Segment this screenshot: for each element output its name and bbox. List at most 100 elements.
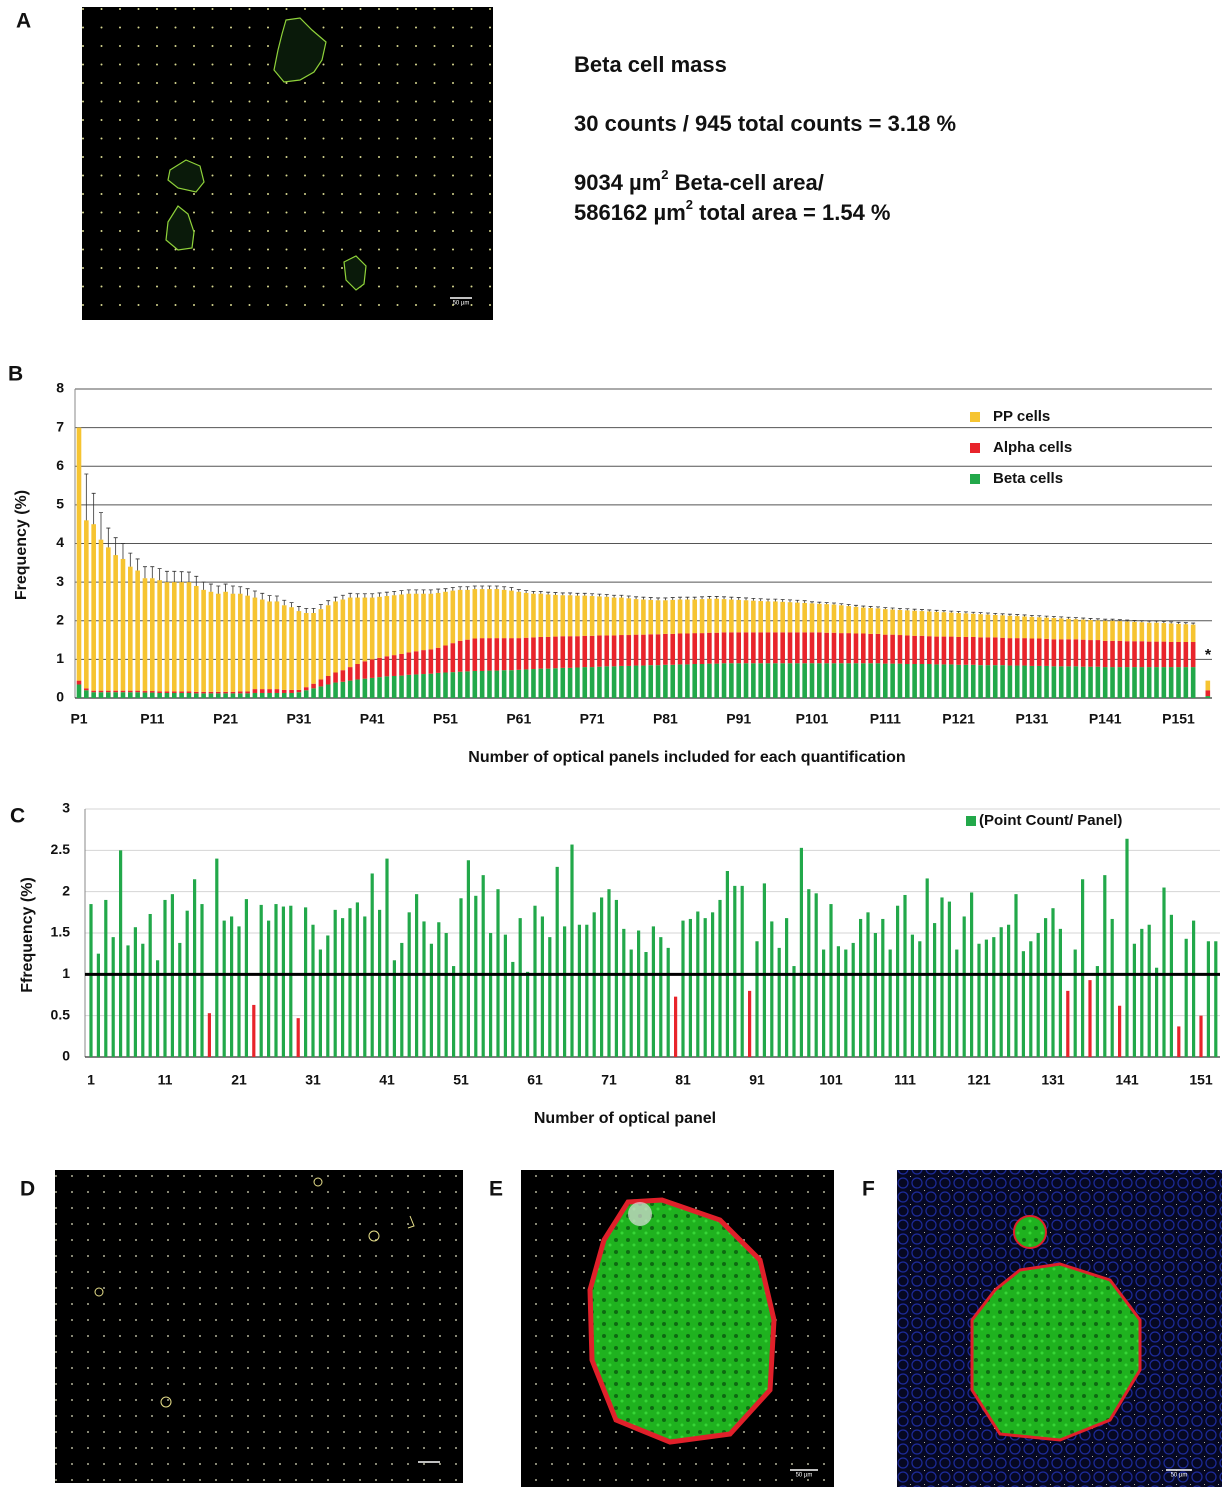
error-bar bbox=[875, 606, 880, 609]
bar bbox=[391, 675, 397, 698]
bar bbox=[956, 664, 961, 698]
error-bar bbox=[568, 592, 573, 596]
bar bbox=[758, 663, 763, 698]
bar bbox=[1177, 1026, 1181, 1057]
bar bbox=[736, 663, 741, 698]
bar bbox=[465, 639, 470, 672]
bar bbox=[538, 593, 544, 637]
bar bbox=[659, 937, 663, 1057]
x-tick-label: P91 bbox=[726, 711, 751, 727]
error-bar bbox=[164, 570, 169, 583]
error-bar bbox=[208, 583, 213, 592]
bar bbox=[428, 673, 434, 698]
bar bbox=[822, 949, 826, 1057]
error-bar bbox=[1081, 617, 1086, 620]
error-bar bbox=[1037, 615, 1042, 618]
bar bbox=[817, 603, 822, 633]
bar bbox=[978, 614, 983, 638]
bar bbox=[785, 918, 789, 1057]
error-bar bbox=[392, 590, 397, 596]
bar bbox=[245, 595, 250, 692]
bar bbox=[311, 613, 316, 684]
bar bbox=[128, 566, 133, 691]
bar bbox=[526, 971, 530, 1057]
y-tick-label: 3 bbox=[56, 573, 64, 589]
bar bbox=[281, 906, 285, 1057]
legend-swatch bbox=[970, 412, 980, 422]
bar bbox=[200, 904, 204, 1057]
bar bbox=[633, 634, 639, 666]
bar bbox=[1058, 928, 1062, 1057]
bar bbox=[1147, 924, 1151, 1057]
error-bar bbox=[853, 604, 858, 607]
bar bbox=[743, 632, 749, 664]
bar bbox=[1007, 665, 1013, 698]
error-bar bbox=[890, 607, 895, 610]
annotation: * bbox=[1205, 647, 1212, 664]
bar bbox=[651, 926, 655, 1057]
bar bbox=[1073, 949, 1077, 1057]
bar bbox=[1168, 641, 1174, 668]
bar bbox=[333, 601, 338, 673]
bar bbox=[633, 665, 639, 698]
bar bbox=[518, 918, 522, 1057]
x-tick-label: P151 bbox=[1162, 711, 1195, 727]
bar bbox=[1044, 617, 1049, 639]
bar bbox=[773, 632, 778, 664]
bar bbox=[941, 636, 947, 665]
bar bbox=[883, 609, 888, 635]
bar bbox=[230, 693, 236, 698]
bar bbox=[875, 633, 881, 664]
scale-bar-label: 50 µm bbox=[796, 1473, 813, 1479]
bar bbox=[1110, 620, 1115, 641]
bar bbox=[948, 664, 954, 698]
panel-label: A bbox=[16, 10, 31, 33]
error-bar bbox=[678, 596, 683, 600]
scale-bar-label: 50 µm bbox=[453, 301, 470, 307]
bar bbox=[1007, 924, 1011, 1057]
bar bbox=[904, 664, 910, 698]
error-bar bbox=[421, 589, 426, 594]
bar bbox=[384, 596, 390, 657]
error-bar bbox=[1147, 620, 1152, 623]
bar bbox=[531, 637, 536, 670]
islet-outline bbox=[94, 1287, 104, 1297]
error-bar bbox=[128, 552, 133, 567]
bar bbox=[567, 636, 573, 668]
bar bbox=[296, 692, 302, 698]
bar bbox=[846, 633, 851, 664]
bar bbox=[452, 966, 456, 1057]
bar bbox=[699, 599, 705, 634]
bar bbox=[956, 636, 961, 665]
bar bbox=[1029, 665, 1035, 698]
bar bbox=[1184, 938, 1188, 1057]
bar bbox=[511, 961, 515, 1057]
bar bbox=[758, 601, 763, 633]
error-bar bbox=[362, 593, 367, 598]
bar bbox=[560, 667, 566, 698]
bar bbox=[1066, 639, 1071, 667]
error-bar bbox=[963, 611, 968, 614]
bar bbox=[1021, 951, 1025, 1057]
error-bar bbox=[172, 570, 177, 583]
bar bbox=[369, 659, 375, 678]
bar bbox=[325, 605, 331, 676]
bar bbox=[1066, 666, 1071, 698]
bar bbox=[113, 690, 118, 693]
bar bbox=[824, 663, 829, 698]
bar bbox=[126, 945, 130, 1057]
bar bbox=[459, 898, 463, 1057]
bar bbox=[688, 918, 692, 1057]
bar bbox=[259, 599, 265, 690]
bar bbox=[970, 636, 976, 665]
y-tick-label: 7 bbox=[56, 418, 64, 434]
bar bbox=[1014, 638, 1020, 666]
bar bbox=[533, 905, 537, 1057]
bar bbox=[325, 675, 331, 685]
bar bbox=[1022, 616, 1027, 639]
bar bbox=[699, 664, 705, 698]
bar bbox=[622, 928, 626, 1057]
x-tick-label: P41 bbox=[360, 711, 385, 727]
bar bbox=[770, 921, 774, 1057]
bar bbox=[707, 632, 712, 664]
